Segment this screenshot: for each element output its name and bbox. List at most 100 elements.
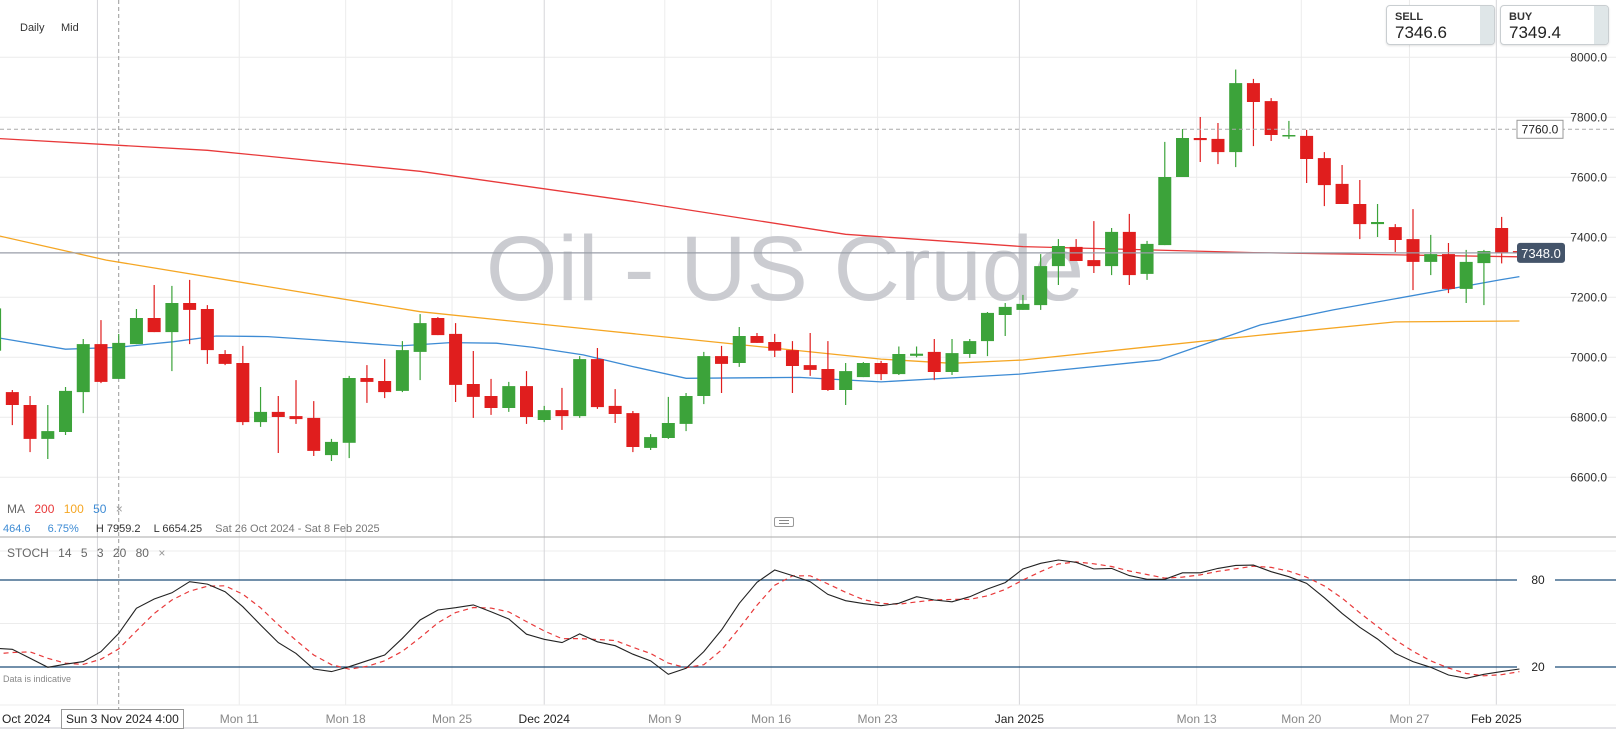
candle-body	[289, 416, 303, 420]
panel-resize-handle[interactable]	[774, 517, 794, 527]
candle	[1016, 294, 1030, 310]
stoch-d-line	[0, 561, 1520, 677]
sell-label: SELL	[1395, 11, 1424, 23]
candle	[1371, 204, 1385, 237]
time-tick-label: Feb 2025	[1471, 712, 1522, 726]
candle	[1335, 165, 1349, 204]
candle-body	[23, 405, 37, 439]
candle	[1105, 228, 1119, 276]
candle-body	[1016, 303, 1030, 310]
candle-body	[1495, 228, 1509, 253]
candle	[466, 351, 480, 418]
candle-body	[254, 411, 268, 423]
candle	[803, 333, 817, 376]
candle-body	[732, 336, 746, 363]
reference-label-box	[1516, 119, 1564, 139]
candle-body	[644, 437, 658, 448]
candle	[1158, 141, 1172, 246]
candle	[307, 401, 321, 456]
change-value: 464.6	[3, 523, 31, 535]
candle	[821, 341, 835, 391]
candle-body	[41, 431, 55, 439]
candle-body	[697, 356, 711, 396]
candle-body	[200, 309, 214, 351]
candle	[963, 339, 977, 358]
stoch-param[interactable]: 80	[135, 546, 149, 560]
candle-body	[395, 350, 409, 391]
ma-remove-icon[interactable]: ×	[115, 502, 123, 516]
interval-selector[interactable]: Daily	[20, 22, 45, 34]
stoch-label: STOCH	[7, 546, 49, 560]
candle	[661, 396, 675, 439]
time-tick-label: Mon 25	[432, 712, 472, 726]
candle	[1406, 209, 1420, 291]
ma-100-label[interactable]: 100	[63, 502, 84, 516]
ma-200-label[interactable]: 200	[34, 502, 55, 516]
reference-price-label: 7760.0	[1522, 122, 1559, 136]
candle-body	[1158, 177, 1172, 246]
stoch-param[interactable]: 20	[112, 546, 127, 560]
candle	[1069, 239, 1083, 261]
candle	[1087, 221, 1101, 273]
stoch-param[interactable]: 5	[80, 546, 88, 560]
candle-body	[1477, 251, 1491, 264]
candle	[395, 341, 409, 393]
buy-strip	[1594, 6, 1608, 44]
candle	[236, 345, 250, 426]
candle-body	[1087, 260, 1101, 267]
price-tick-label: 7600.0	[1570, 170, 1607, 184]
candle	[324, 438, 338, 462]
candle-body	[1300, 135, 1314, 159]
price-tick-label: 7200.0	[1570, 290, 1607, 304]
price-type-selector[interactable]: Mid	[61, 22, 79, 34]
last-price-box	[1517, 242, 1565, 263]
price-axis[interactable]: 6600.0 6800.0 7000.0 7200.0 7400.0 7600.0 7800…	[1570, 50, 1607, 484]
stochastic-panel: 80 20	[0, 559, 1616, 679]
candle	[431, 317, 445, 336]
candle-body	[165, 303, 179, 333]
ma-50-line	[0, 275, 1520, 383]
candle-body	[1051, 246, 1065, 267]
candle	[0, 308, 2, 351]
stoch-level-label: 80	[1531, 573, 1545, 587]
time-axis[interactable]: Oct 2024 Mon 11 Mon 18 Mon 25 Dec 2024 Mon 9 M…	[2, 712, 1522, 726]
ma-100-line	[0, 235, 1520, 364]
candle	[360, 365, 374, 403]
stoch-param[interactable]: 14	[58, 546, 72, 560]
time-tick-label: Mon 9	[648, 712, 682, 726]
stoch-param[interactable]: 3	[96, 546, 104, 560]
candle	[1282, 120, 1296, 139]
candle	[839, 363, 853, 405]
candle	[1193, 117, 1207, 162]
candle	[1264, 98, 1278, 141]
price-tick-label: 7400.0	[1570, 230, 1607, 244]
candle	[520, 371, 533, 424]
candlesticks	[0, 69, 1526, 462]
candle-body	[1229, 83, 1243, 153]
buy-price: 7349.4	[1509, 23, 1561, 42]
candle	[1211, 123, 1225, 165]
buy-label: BUY	[1509, 11, 1533, 23]
candle-body	[1140, 243, 1154, 274]
candle-body	[324, 441, 338, 456]
sell-button[interactable]: SELL 7346.6	[1386, 5, 1495, 45]
stoch-remove-icon[interactable]: ×	[158, 546, 166, 560]
candle	[1140, 240, 1154, 280]
candle-body	[307, 417, 321, 451]
candle-body	[927, 351, 941, 372]
candle	[1424, 234, 1438, 276]
candle-body	[520, 386, 533, 417]
ma-50-label[interactable]: 50	[93, 502, 107, 516]
candle	[112, 333, 126, 379]
candle-body	[413, 323, 427, 352]
candle-body	[183, 303, 197, 310]
price-tick-label: 6800.0	[1570, 410, 1607, 424]
candle	[147, 285, 161, 333]
buy-button[interactable]: BUY 7349.4	[1500, 5, 1609, 45]
candle	[927, 339, 941, 381]
candle-body	[856, 363, 870, 378]
candle-body	[1211, 138, 1225, 153]
candle	[1388, 224, 1402, 252]
ma-legend: MA 200 100 50 ×	[7, 502, 129, 516]
